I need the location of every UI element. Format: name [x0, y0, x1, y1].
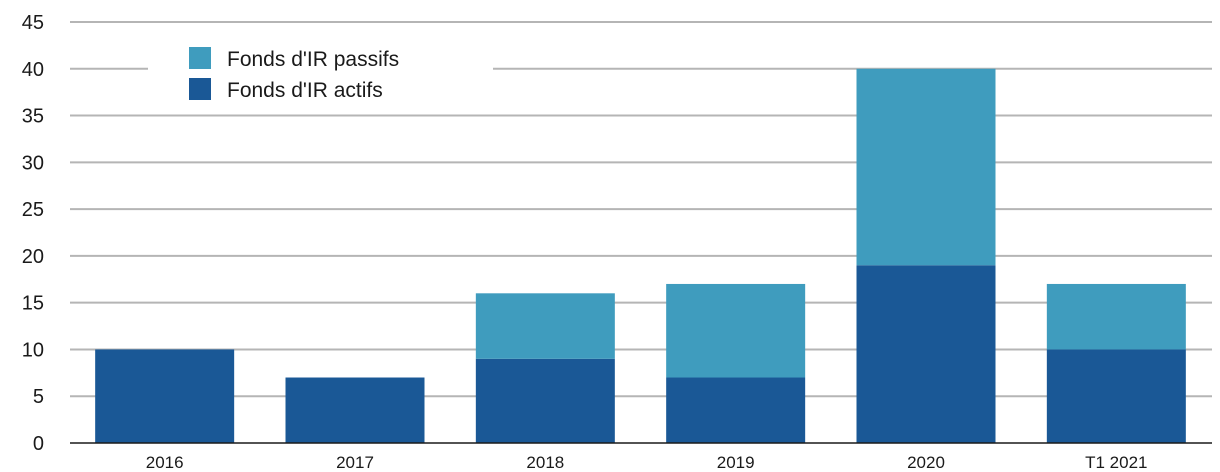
- x-axis: 2016 2017 2018 2019 2020 T1 2021: [146, 453, 1148, 472]
- y-tick-label: 5: [33, 386, 44, 408]
- bar-actifs-1: [285, 377, 425, 443]
- x-tick-label: 2017: [336, 453, 374, 472]
- x-tick-label: 2020: [907, 453, 945, 472]
- y-axis: 0 5 10 15 20 25 30 35 40 45: [22, 12, 44, 455]
- y-tick-label: 30: [22, 152, 44, 174]
- bar-passifs-4: [856, 68, 996, 266]
- y-tick-label: 20: [22, 246, 44, 268]
- y-tick-label: 35: [22, 106, 44, 128]
- legend-swatch: [189, 47, 211, 69]
- legend-label: Fonds d'IR actifs: [227, 79, 383, 102]
- x-tick-label: 2016: [146, 453, 184, 472]
- y-tick-label: 45: [22, 12, 44, 34]
- y-tick-label: 15: [22, 293, 44, 315]
- bar-actifs-5: [1046, 349, 1186, 443]
- bar-passifs-2: [475, 293, 615, 359]
- legend: Fonds d'IR passifs Fonds d'IR actifs: [148, 40, 493, 110]
- x-tick-label: 2018: [526, 453, 564, 472]
- bar-passifs-5: [1046, 283, 1186, 350]
- bar-passifs-3: [666, 283, 806, 378]
- bar-actifs-0: [95, 349, 235, 443]
- legend-swatch: [189, 78, 211, 100]
- legend-label: Fonds d'IR passifs: [227, 48, 399, 71]
- bar-actifs-2: [475, 358, 615, 443]
- y-tick-label: 10: [22, 339, 44, 361]
- x-tick-label: T1 2021: [1085, 453, 1147, 472]
- x-tick-label: 2019: [717, 453, 755, 472]
- y-tick-label: 25: [22, 199, 44, 221]
- bar-actifs-3: [666, 377, 806, 443]
- y-tick-label: 40: [22, 59, 44, 81]
- bar-actifs-4: [856, 265, 996, 443]
- gridlines: [70, 21, 1212, 398]
- y-tick-label: 0: [33, 433, 44, 455]
- bars: [95, 68, 1186, 443]
